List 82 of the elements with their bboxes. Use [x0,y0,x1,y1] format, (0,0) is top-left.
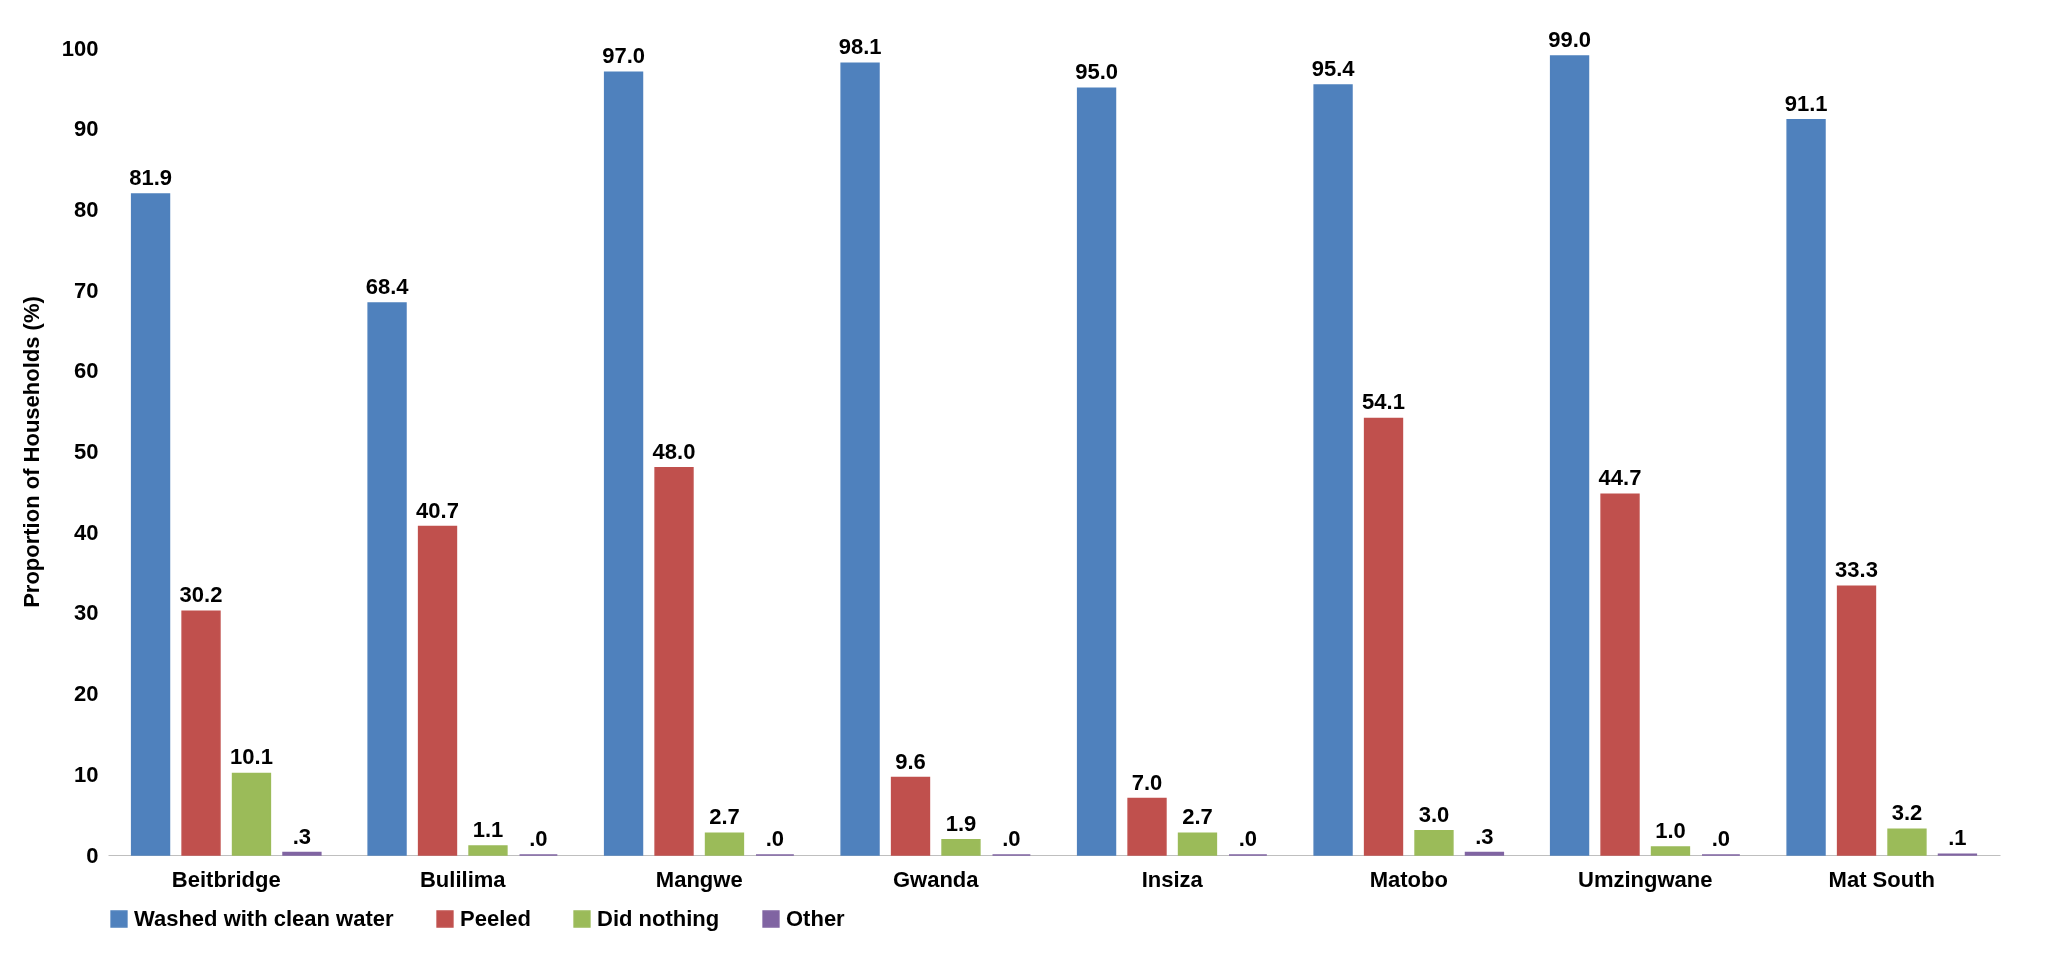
x-tick-label: Umzingwane [1578,866,1713,892]
bar [1363,417,1404,856]
data-label: .0 [765,826,785,851]
bar [181,610,221,856]
y-tick-label: 0 [86,842,99,868]
data-label: .3 [1475,823,1494,849]
y-tick-label: 100 [61,35,99,61]
data-label: 95.4 [1311,56,1356,82]
bar [1600,493,1640,856]
data-label: .0 [1002,826,1021,851]
y-tick-label: 30 [74,600,99,626]
bar [1786,119,1826,856]
bar [417,525,458,856]
data-label: 68.4 [365,274,410,300]
y-tick-label: 60 [74,358,99,384]
bar [231,772,272,856]
legend-label: Washed with clean water [134,906,395,931]
data-label: .0 [1238,826,1258,851]
data-label: 91.1 [1784,90,1828,116]
y-tick-label: 10 [74,761,99,787]
x-tick-label: Mat South [1828,866,1935,892]
data-label: 99.0 [1548,27,1591,53]
data-label: 44.7 [1598,465,1642,491]
y-tick-label: 40 [74,519,99,545]
data-label: 40.7 [416,497,459,523]
y-tick-label: 80 [74,196,99,222]
data-label: 33.3 [1835,557,1878,583]
bar [1887,828,1927,856]
data-label: 97.0 [602,43,645,69]
bar [1464,851,1505,856]
data-label: .3 [292,823,312,849]
bar [1549,55,1590,856]
data-label: 2.7 [1182,804,1213,830]
bar [1836,585,1877,856]
data-label: 9.6 [895,748,926,774]
bar [704,832,745,856]
bar [367,302,407,856]
x-tick-label: Bulilima [419,866,507,892]
data-label: 3.2 [1891,800,1923,826]
bar [941,838,981,856]
bar [603,71,644,856]
y-tick-label: 70 [74,277,99,303]
data-label: 1.1 [472,817,504,843]
bar [1650,846,1691,856]
x-tick-label: Beitbridge [171,866,281,892]
data-label: 95.0 [1075,59,1118,85]
data-label: 54.1 [1362,389,1405,415]
bar [890,776,931,856]
legend-label: Did nothing [597,906,720,931]
bar [1076,87,1117,856]
data-label: .0 [529,826,548,851]
bar [1414,830,1454,856]
x-tick-label: Gwanda [892,866,980,892]
y-axis-title: Proportion of Households (%) [18,296,44,608]
data-label: 1.9 [945,810,977,836]
data-label: 30.2 [179,582,223,608]
bar [468,845,508,856]
data-label: 2.7 [709,804,740,830]
data-label: 48.0 [652,438,696,464]
x-tick-label: Insiza [1141,866,1204,892]
y-tick-label: 20 [74,681,99,707]
bar [1313,84,1353,856]
bar [840,62,880,856]
bar [654,466,694,856]
data-label: 3.0 [1418,801,1450,827]
data-label: 10.1 [230,744,273,770]
legend-label: Other [786,906,846,931]
bar [130,193,171,856]
data-label: 81.9 [129,165,172,191]
data-label: 7.0 [1131,769,1163,795]
data-label: 98.1 [838,34,882,60]
data-label: .1 [1948,825,1967,851]
y-tick-label: 90 [74,116,99,142]
data-label: .0 [1711,826,1731,851]
x-tick-label: Mangwe [655,866,743,892]
x-tick-label: Matobo [1369,866,1448,892]
bar [1177,832,1218,856]
y-tick-label: 50 [74,439,99,464]
bar [282,851,322,856]
legend-label: Peeled [460,906,531,931]
bar [1127,797,1167,856]
data-label: 1.0 [1655,817,1686,843]
